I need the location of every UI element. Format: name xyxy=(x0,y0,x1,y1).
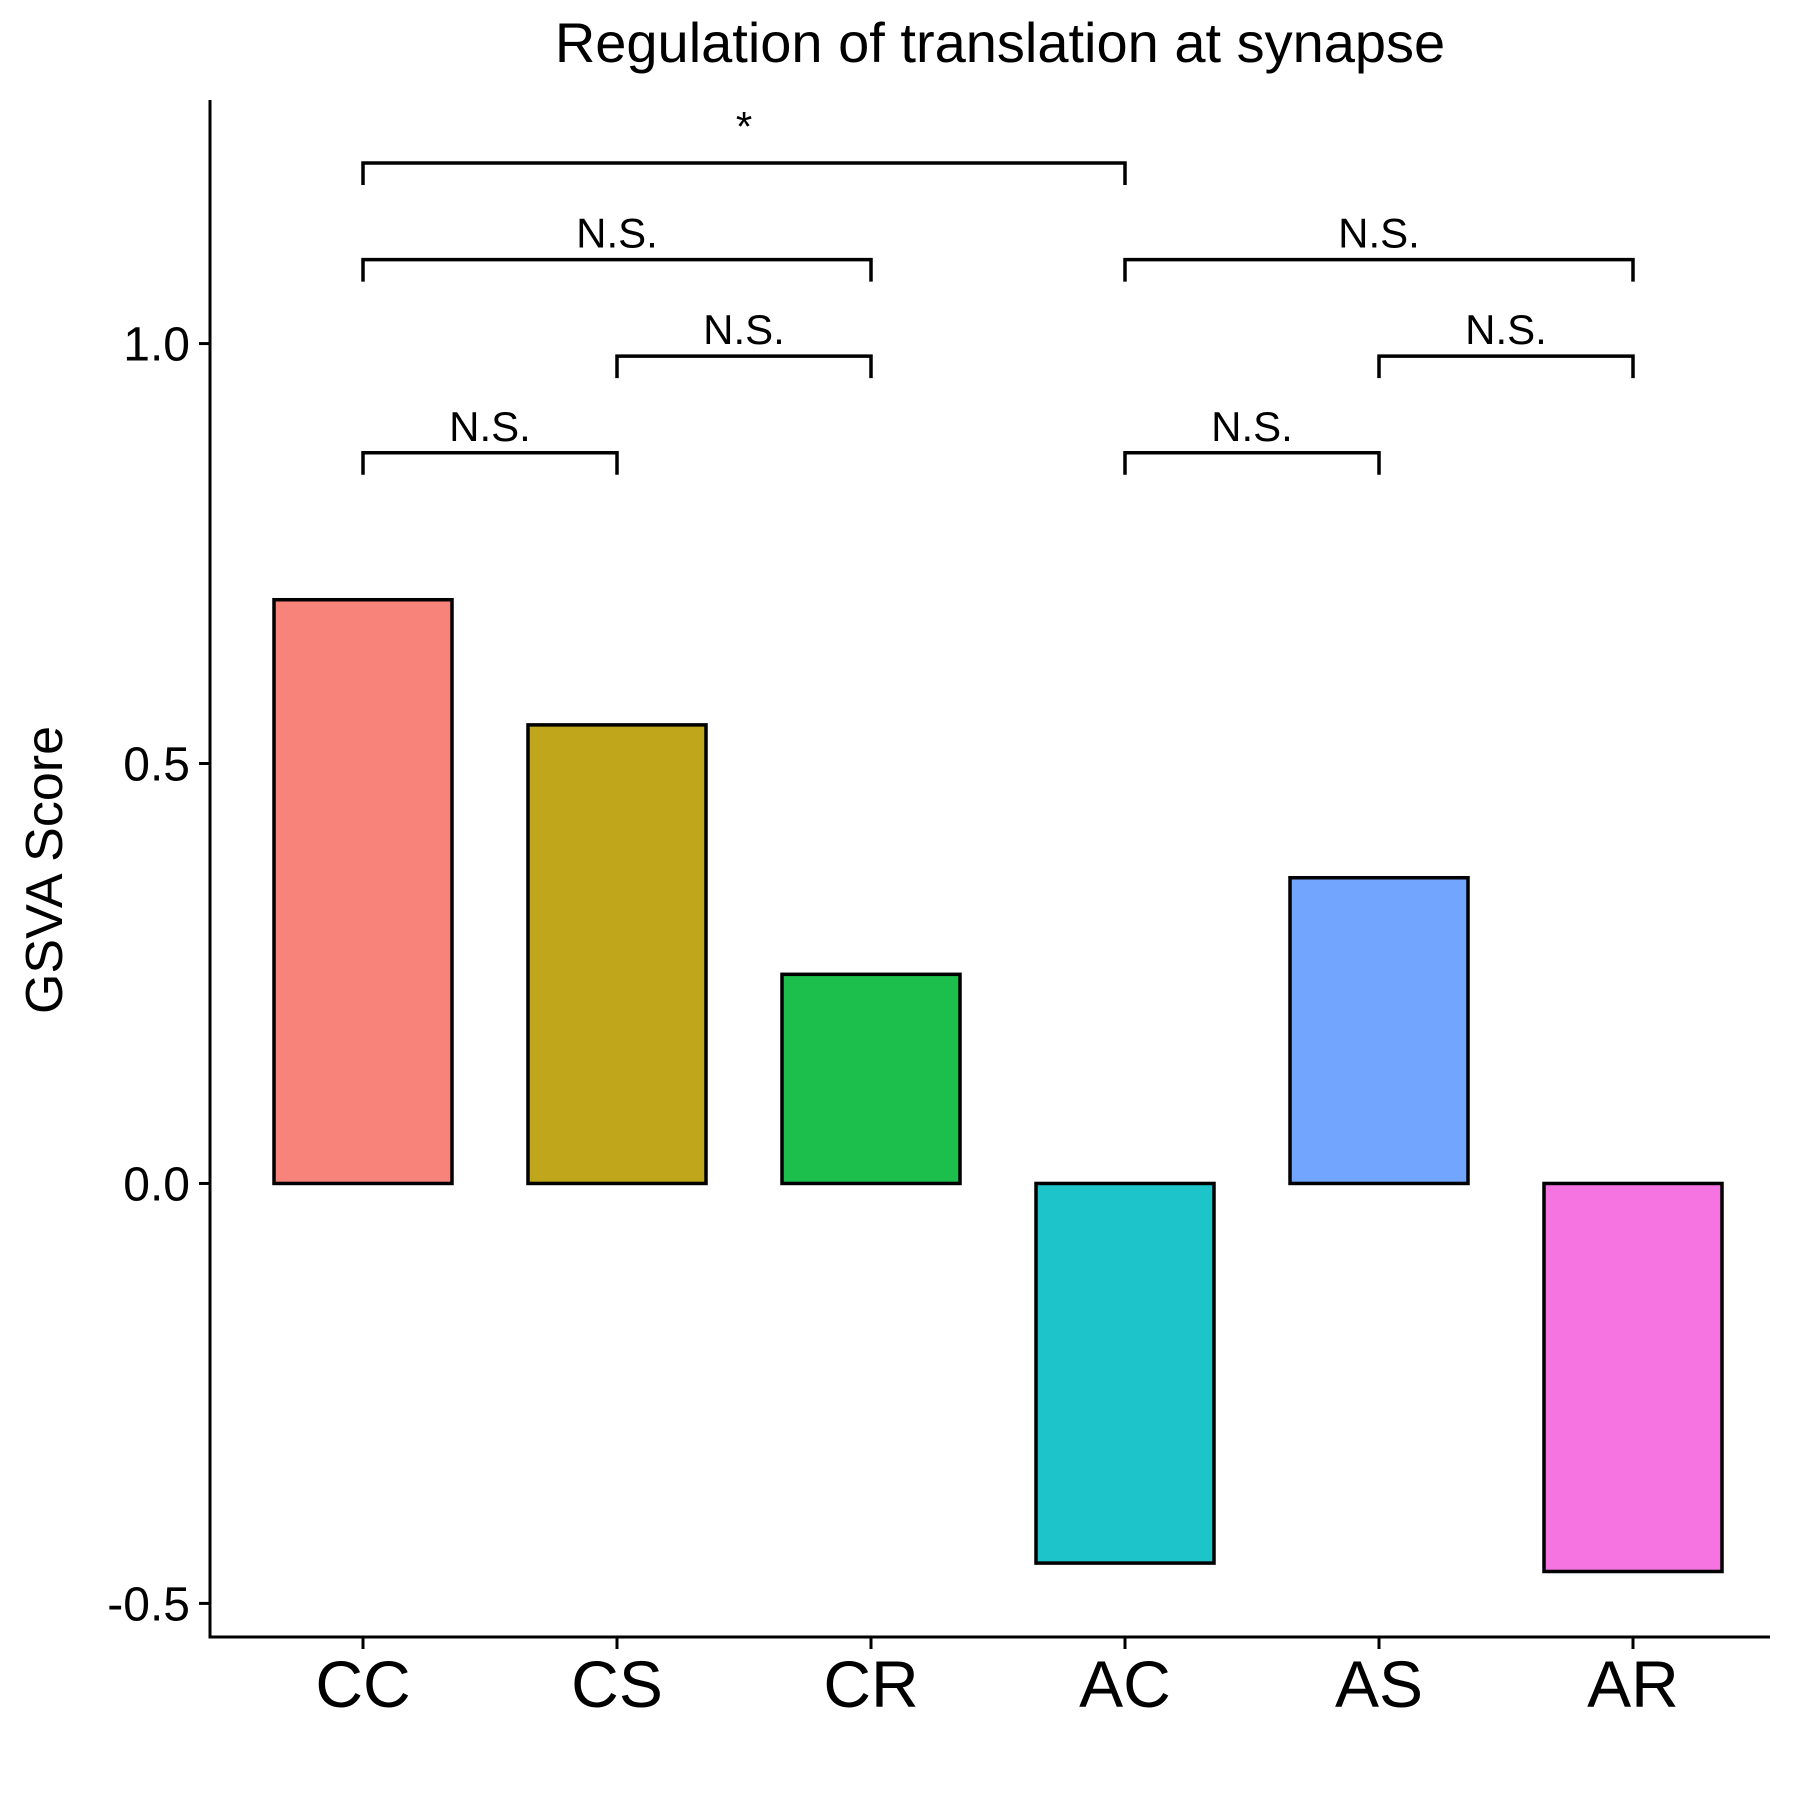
significance-label: N.S. xyxy=(1465,306,1547,353)
significance-label: N.S. xyxy=(449,403,531,450)
bar-cc xyxy=(272,597,454,1186)
y-tick-label: 1.0 xyxy=(123,319,190,372)
bar-cs xyxy=(526,723,708,1186)
x-tick-label: CS xyxy=(571,1647,663,1721)
chart-title: Regulation of translation at synapse xyxy=(555,11,1445,74)
significance-bracket xyxy=(1123,451,1381,475)
y-tick-label: 0.5 xyxy=(123,739,190,792)
significance-bracket xyxy=(615,354,873,379)
x-tick-label: AC xyxy=(1079,1647,1171,1721)
significance-label: * xyxy=(736,103,752,150)
x-ticks-group: CC CS CR AC AS AR xyxy=(315,1637,1679,1721)
y-tick-label: -0.5 xyxy=(107,1578,190,1631)
significance-label: N.S. xyxy=(1338,210,1420,257)
significance-bracket xyxy=(361,257,873,282)
bar-as xyxy=(1288,875,1470,1186)
x-tick-label: CC xyxy=(315,1647,410,1721)
significance-bracket xyxy=(1123,257,1635,282)
y-ticks-group: -0.5 0.0 0.5 1.0 xyxy=(107,319,210,1631)
x-tick-label: AR xyxy=(1587,1647,1679,1721)
significance-bracket xyxy=(1377,354,1635,379)
bars-group xyxy=(272,597,1724,1574)
significance-label: N.S. xyxy=(576,210,658,257)
bar-ac xyxy=(1034,1181,1216,1565)
significance-brackets-group: N.S. N.S. N.S. * N.S. N.S. N.S. xyxy=(361,103,1635,475)
significance-bracket xyxy=(361,161,1127,185)
bar-cr xyxy=(780,972,962,1186)
x-tick-label: CR xyxy=(823,1647,918,1721)
x-tick-label: AS xyxy=(1335,1647,1423,1721)
bar-ar xyxy=(1542,1181,1724,1574)
significance-label: N.S. xyxy=(1211,403,1293,450)
significance-label: N.S. xyxy=(703,306,785,353)
significance-bracket xyxy=(361,451,619,475)
y-tick-label: 0.0 xyxy=(123,1158,190,1211)
y-axis-label: GSVA Score xyxy=(16,726,74,1014)
